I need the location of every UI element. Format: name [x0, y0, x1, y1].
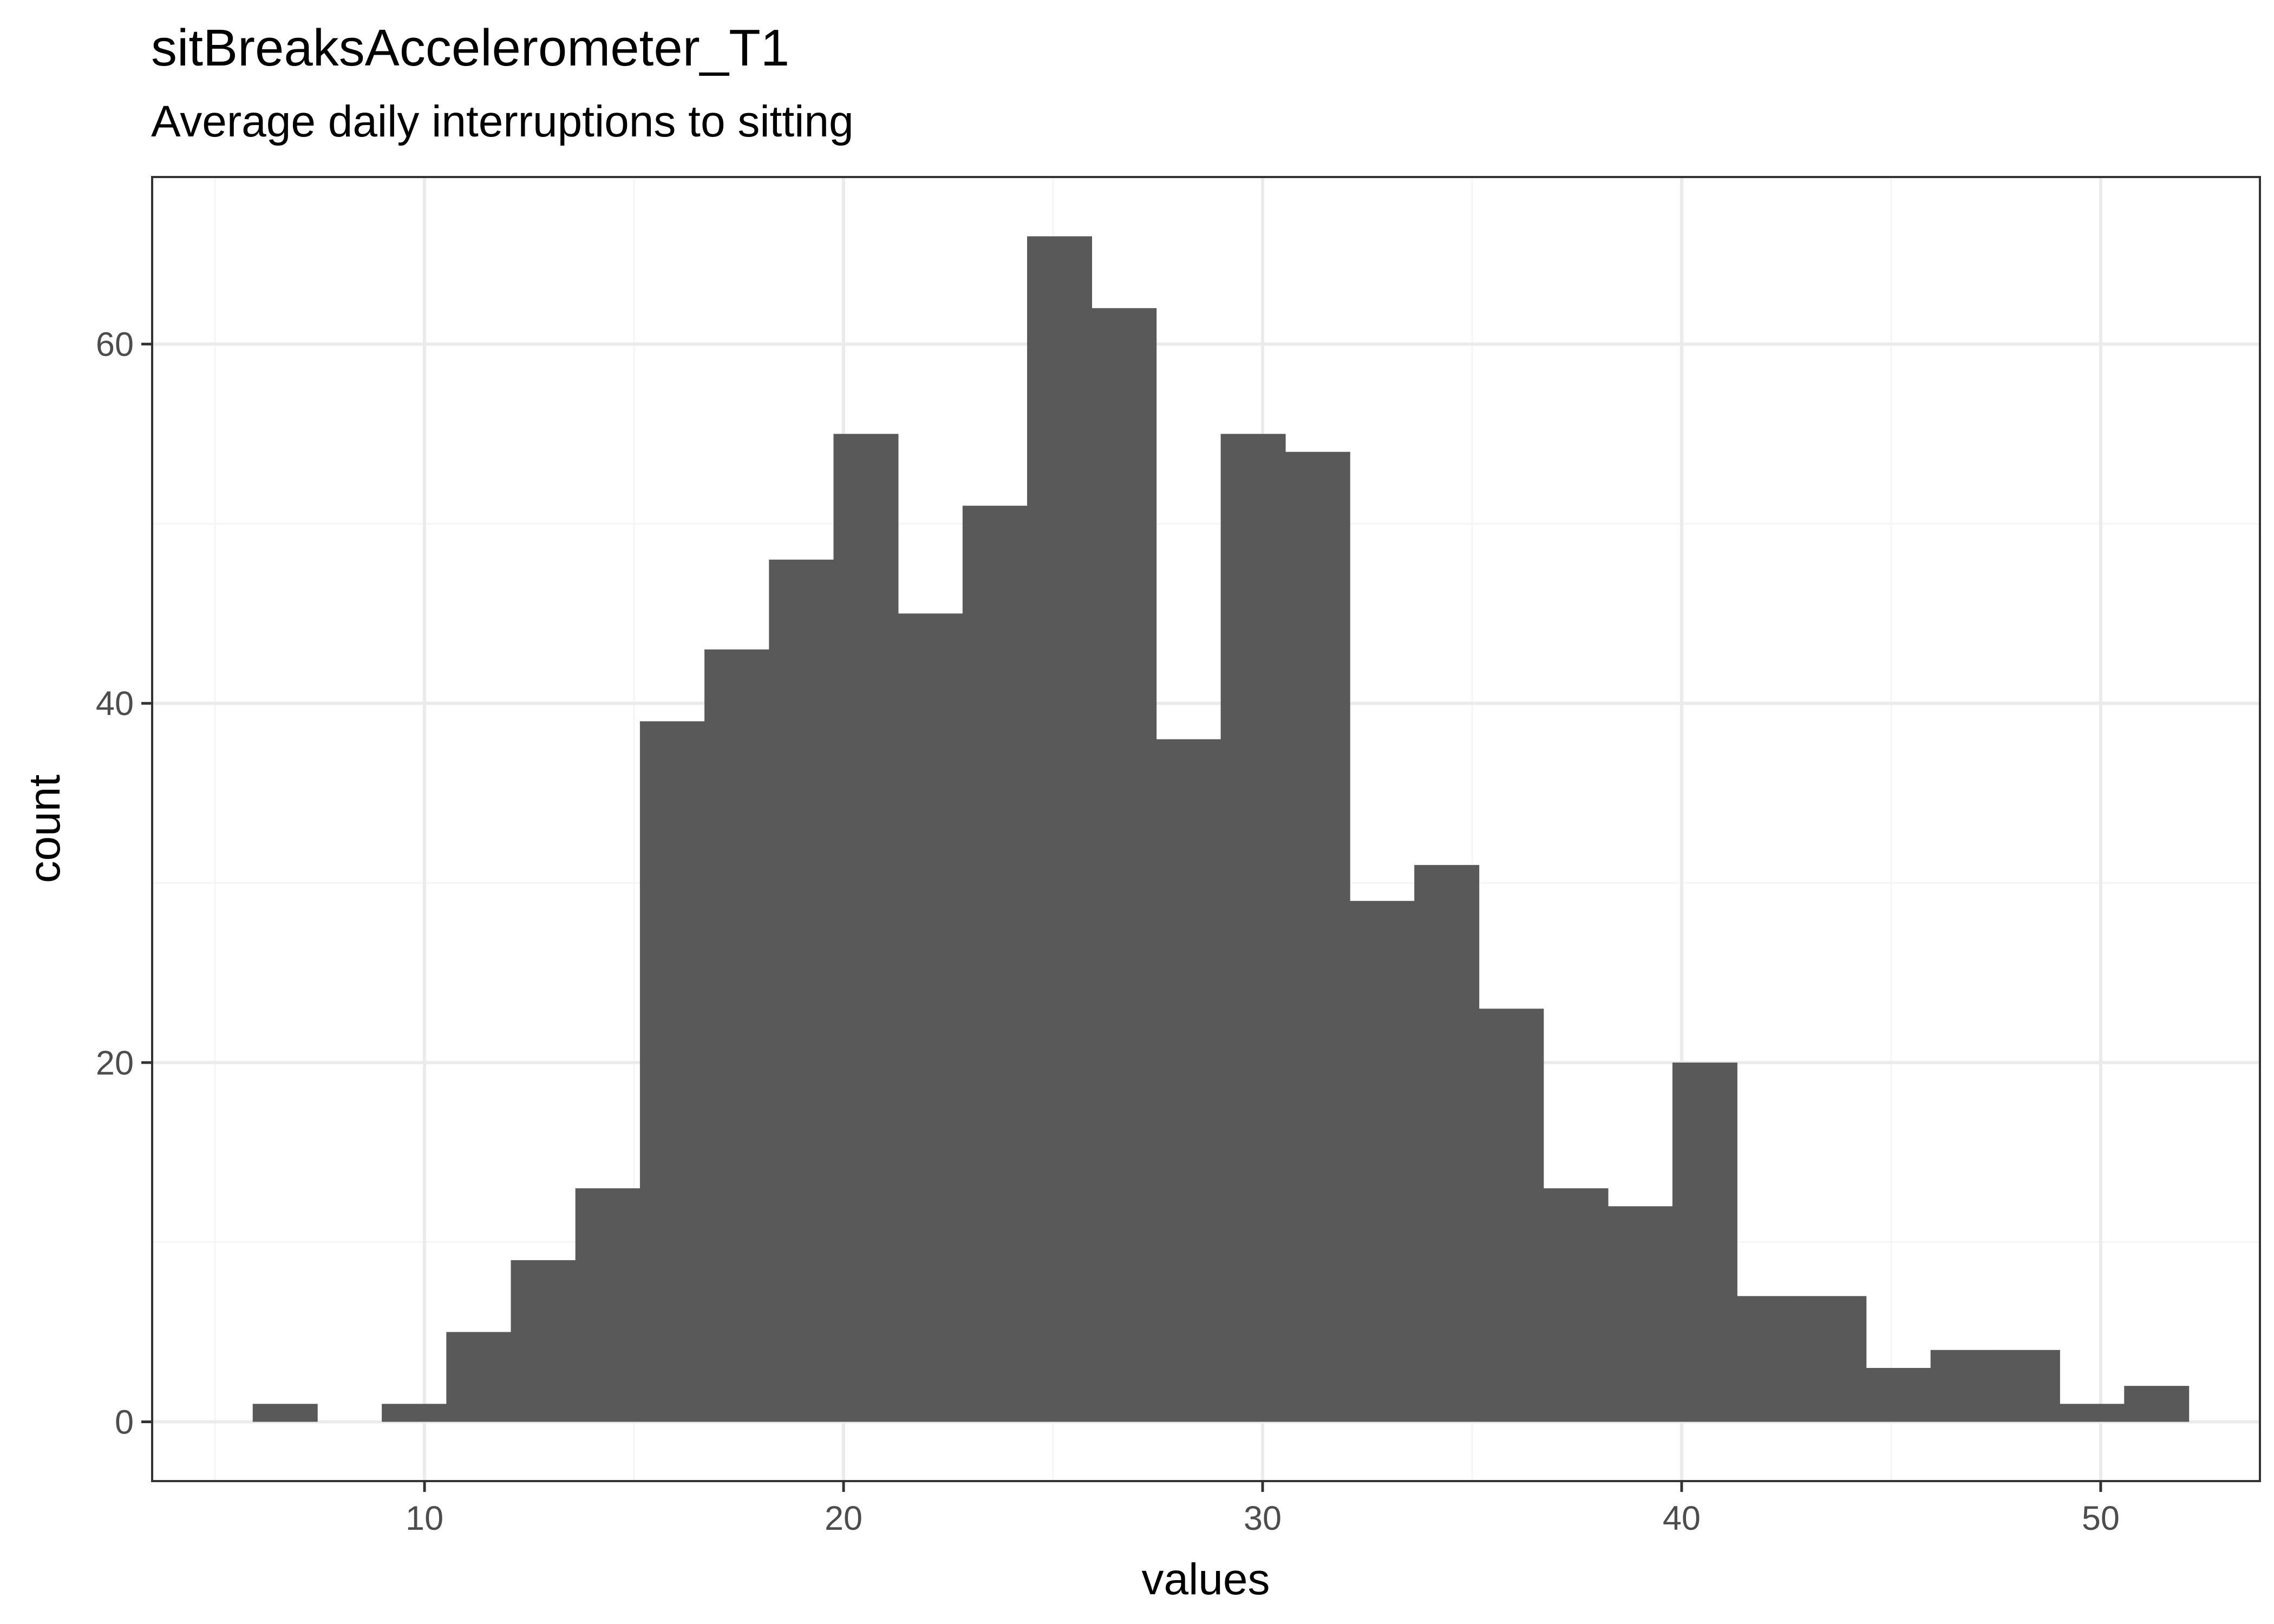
x-tick-label: 40 [1663, 1499, 1701, 1537]
y-axis-title: count [20, 774, 69, 883]
chart-title: sitBreaksAccelerometer_T1 [151, 19, 789, 77]
y-tick-label: 0 [115, 1404, 134, 1442]
histogram-bar [575, 1188, 641, 1422]
histogram-bar [252, 1404, 318, 1422]
histogram-bar [1995, 1350, 2060, 1422]
y-axis: 0 20 40 60 [96, 326, 152, 1442]
histogram-bar [2124, 1386, 2190, 1422]
x-axis-title: values [1141, 1555, 1270, 1604]
histogram-bar [1285, 451, 1350, 1422]
histogram-bars [252, 236, 2190, 1422]
y-tick-label: 40 [96, 685, 134, 723]
histogram-bar [446, 1332, 512, 1422]
histogram-bar [1866, 1367, 1931, 1422]
y-tick-label: 20 [96, 1044, 134, 1082]
histogram-bar [1092, 308, 1157, 1422]
histogram-bar [833, 434, 899, 1422]
histogram-bar [511, 1260, 576, 1422]
histogram-bar [1608, 1206, 1673, 1422]
x-tick-label: 30 [1244, 1499, 1282, 1537]
histogram-bar [1027, 236, 1093, 1422]
panel-border [151, 176, 2261, 1482]
histogram-bar [1479, 1009, 1544, 1422]
histogram-bar [1543, 1188, 1609, 1422]
histogram-bar [639, 721, 705, 1422]
histogram-bar [1930, 1350, 1996, 1422]
histogram-bar [704, 649, 770, 1422]
histogram-bar [2060, 1404, 2125, 1422]
histogram-bar [1220, 434, 1286, 1422]
histogram-bar [1349, 901, 1415, 1422]
histogram-bar [898, 613, 963, 1422]
y-tick-label: 60 [96, 326, 134, 364]
x-tick-label: 20 [825, 1499, 862, 1537]
chart-subtitle: Average daily interruptions to sitting [151, 97, 854, 146]
x-tick-label: 50 [2082, 1499, 2120, 1537]
histogram-bar [769, 559, 834, 1422]
histogram-bar [1801, 1296, 1867, 1422]
histogram-bar [1672, 1062, 1737, 1422]
histogram-bar [1156, 739, 1221, 1422]
histogram-bar [962, 506, 1028, 1422]
histogram-bar [1737, 1296, 1802, 1422]
histogram-bar [382, 1404, 447, 1422]
x-axis: 10 20 30 40 50 [406, 1481, 2120, 1537]
x-tick-label: 10 [406, 1499, 443, 1537]
histogram-bar [1414, 865, 1480, 1422]
